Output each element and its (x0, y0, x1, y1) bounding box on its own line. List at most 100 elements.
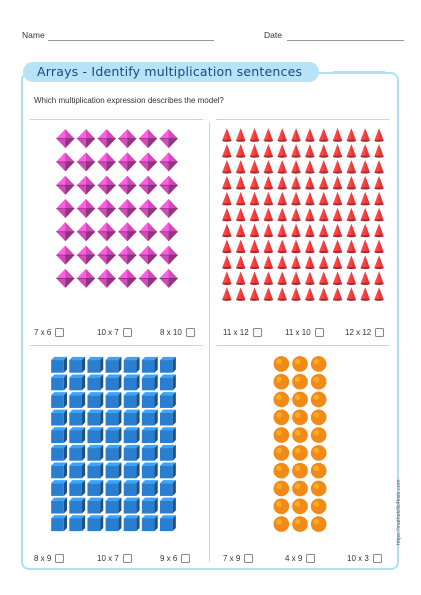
cone-icon (249, 160, 260, 174)
option-2a[interactable]: 11 x 12 (223, 328, 262, 337)
checkbox[interactable] (55, 554, 65, 563)
cone-icon (305, 144, 315, 158)
orange-ball-icon (310, 356, 327, 372)
cube-icon (123, 462, 140, 479)
checkbox[interactable] (181, 554, 191, 563)
cone-icon (360, 223, 370, 238)
cube-icon (69, 409, 86, 426)
orange-ball-icon (273, 445, 290, 461)
checkbox[interactable] (55, 328, 65, 337)
cone-icon (291, 191, 301, 206)
diamond-icon (159, 268, 178, 288)
option-label: 8 x 10 (160, 328, 182, 337)
diamond-icon (118, 198, 137, 219)
orange-ball-icon (310, 427, 327, 443)
checkbox[interactable] (185, 328, 195, 337)
cube-icon (105, 392, 122, 408)
orange-ball-icon (292, 373, 308, 390)
cube-icon (123, 427, 140, 444)
cone-icon (249, 287, 260, 301)
cube-icon (51, 444, 67, 461)
checkbox[interactable] (244, 554, 254, 563)
cone-icon (263, 128, 274, 142)
cone-icon (346, 176, 357, 190)
worksheet-title: Arrays - Identify multiplication sentenc… (23, 62, 319, 82)
option-label: 11 x 12 (223, 328, 249, 337)
cone-icon (332, 144, 343, 158)
cube-icon (160, 356, 176, 373)
date-field[interactable] (287, 40, 404, 41)
cone-icon (222, 255, 232, 270)
orange-ball-icon (292, 356, 308, 372)
cube-icon (123, 374, 140, 391)
cone-icon (374, 160, 384, 174)
diamond-icon (118, 129, 137, 149)
orange-ball-icon (273, 409, 290, 426)
option-1b[interactable]: 10 x 7 (97, 328, 132, 337)
diamond-icon (97, 129, 116, 149)
diamond-icon (76, 129, 96, 149)
cone-icon (319, 160, 329, 174)
checkbox[interactable] (375, 328, 385, 337)
option-4c[interactable]: 10 x 3 (347, 554, 382, 563)
diamond-icon (76, 198, 96, 219)
cone-icon (332, 191, 343, 206)
cube-icon (105, 515, 122, 532)
diamond-icon (159, 222, 178, 242)
cone-icon (360, 160, 370, 174)
cone-icon (277, 128, 287, 142)
option-3b[interactable]: 10 x 7 (97, 554, 132, 563)
cube-icon (123, 497, 140, 514)
cube-icon (160, 480, 176, 496)
cone-icon (346, 144, 357, 158)
cone-icon (305, 191, 315, 206)
cone-icon (291, 255, 301, 270)
cone-icon (346, 239, 357, 254)
cube-icon (51, 356, 67, 373)
cube-icon (69, 444, 86, 461)
cone-icon (291, 144, 301, 158)
cone-icon (222, 160, 232, 174)
cone-icon (319, 271, 329, 285)
model-diamonds (56, 129, 178, 288)
cone-icon (360, 144, 370, 158)
divider-mid-right (216, 345, 389, 346)
option-1a[interactable]: 7 x 6 (34, 328, 65, 337)
option-3c[interactable]: 9 x 6 (160, 554, 191, 563)
option-1c[interactable]: 8 x 10 (160, 328, 195, 337)
diamond-icon (118, 268, 137, 288)
diamond-icon (76, 152, 96, 172)
checkbox[interactable] (306, 554, 316, 563)
diamond-icon (97, 152, 116, 172)
cone-icon (374, 255, 384, 270)
option-4b[interactable]: 4 x 9 (285, 554, 316, 563)
option-label: 4 x 9 (285, 554, 303, 563)
option-label: 12 x 12 (345, 328, 372, 337)
cube-icon (69, 480, 86, 496)
cone-icon (263, 287, 274, 301)
cone-icon (222, 144, 232, 158)
checkbox[interactable] (372, 554, 382, 563)
footer-url: https://mathskills4kids.com (396, 479, 402, 545)
checkbox[interactable] (314, 328, 324, 337)
option-2b[interactable]: 11 x 10 (285, 328, 324, 337)
cube-icon (123, 480, 140, 496)
cone-icon (249, 144, 260, 158)
checkbox[interactable] (122, 554, 132, 563)
cone-icon (374, 191, 384, 206)
cube-icon (105, 374, 122, 391)
cone-icon (332, 160, 343, 174)
checkbox[interactable] (122, 328, 132, 337)
option-4a[interactable]: 7 x 9 (223, 554, 254, 563)
option-3a[interactable]: 8 x 9 (34, 554, 65, 563)
model-cubes (51, 356, 176, 532)
cube-icon (87, 356, 104, 373)
orange-ball-icon (273, 427, 290, 443)
cone-icon (319, 176, 329, 190)
diamond-icon (97, 222, 116, 242)
option-2c[interactable]: 12 x 12 (345, 328, 385, 337)
name-field[interactable] (48, 40, 214, 41)
checkbox[interactable] (252, 328, 262, 337)
diamond-icon (159, 245, 178, 265)
cone-icon (236, 128, 246, 142)
